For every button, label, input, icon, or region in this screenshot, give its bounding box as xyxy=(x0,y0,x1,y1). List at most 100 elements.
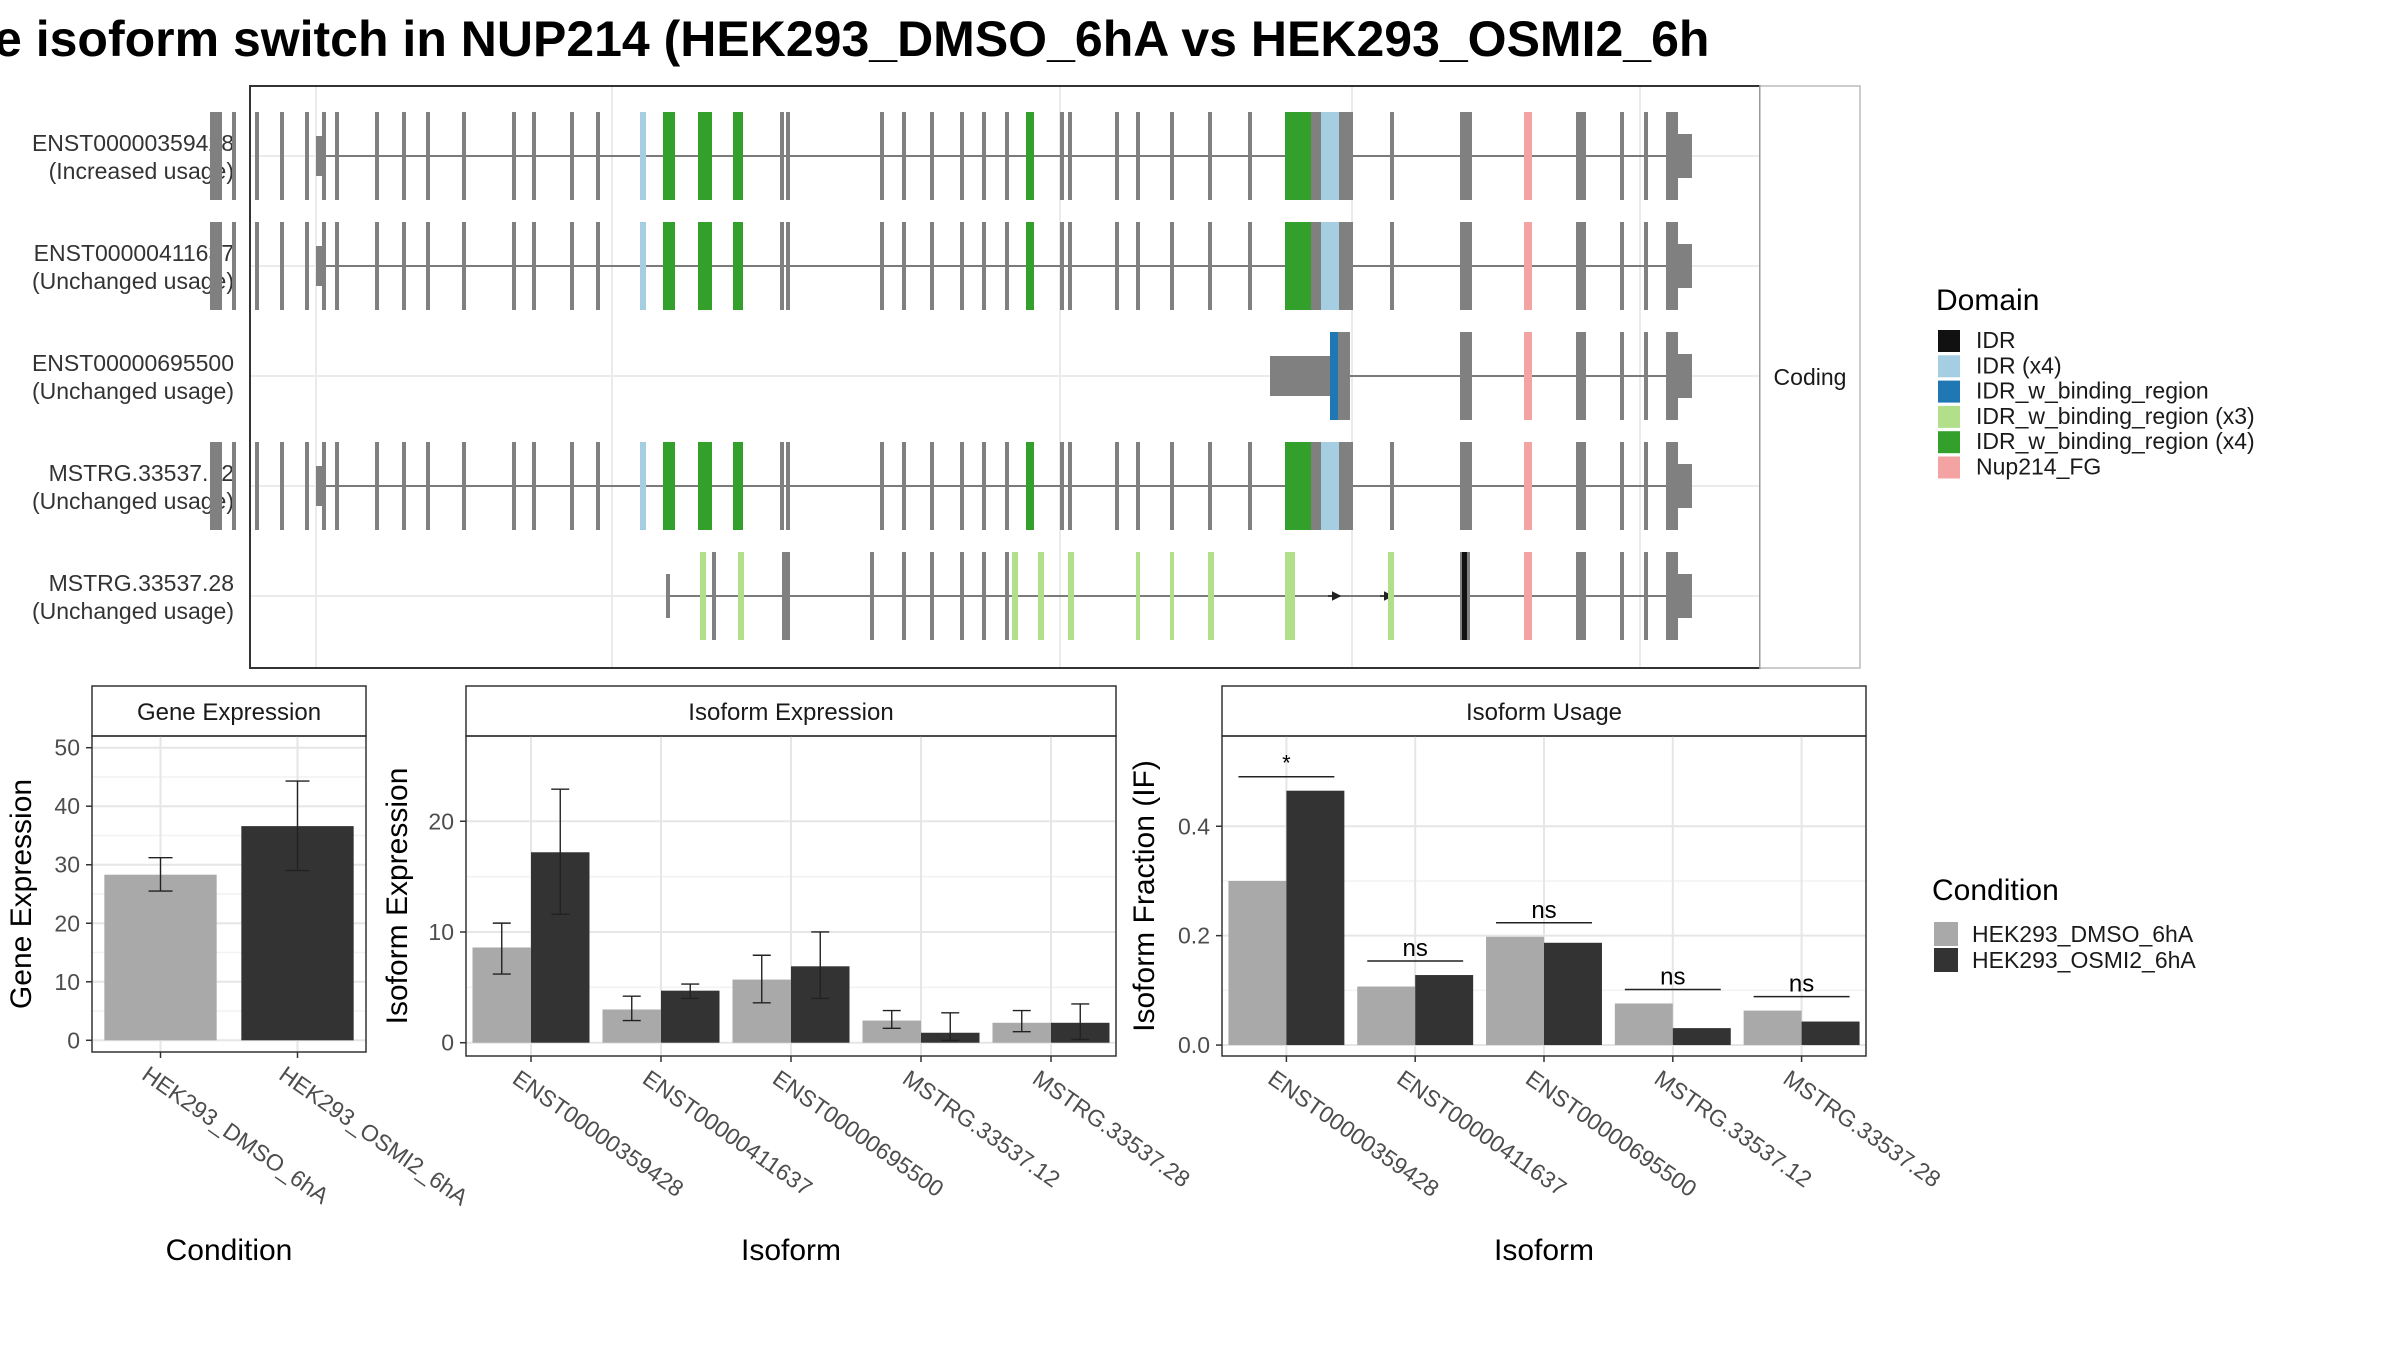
exon xyxy=(1208,112,1212,200)
exon-domain xyxy=(1170,552,1174,640)
exon xyxy=(322,442,326,530)
exon xyxy=(305,112,309,200)
exon-domain xyxy=(1026,442,1034,530)
y-axis-title: Isoform Fraction (IF) xyxy=(1128,760,1161,1032)
exon xyxy=(786,552,790,640)
exon xyxy=(1068,222,1072,310)
exon-domain xyxy=(698,442,712,530)
exon xyxy=(402,442,406,530)
bar xyxy=(1415,975,1474,1046)
exon xyxy=(255,112,259,200)
exon xyxy=(570,112,574,200)
legend-key xyxy=(1938,431,1960,454)
exon xyxy=(1390,442,1394,530)
exon xyxy=(232,112,236,200)
legend-label: HEK293_OSMI2_6hA xyxy=(1972,947,2196,973)
exon xyxy=(596,222,600,310)
exon xyxy=(322,112,326,200)
exon xyxy=(402,222,406,310)
exon xyxy=(1068,442,1072,530)
bar xyxy=(1228,880,1287,1046)
exon xyxy=(1170,222,1174,310)
exon xyxy=(982,222,986,310)
exon-domain xyxy=(640,112,646,200)
exon xyxy=(982,442,986,530)
exon xyxy=(780,442,784,530)
isoform-id-label: ENST00000411637 xyxy=(34,240,234,266)
exon-domain xyxy=(1330,332,1338,420)
bar xyxy=(1672,1028,1731,1046)
exon-domain xyxy=(1524,552,1532,640)
exon-domain xyxy=(1321,222,1339,310)
exon-domain xyxy=(1285,442,1311,530)
exon-domain xyxy=(640,442,646,530)
exon xyxy=(1620,332,1624,420)
isoform-usage-chart: Isoform Usage0.00.20.4*ENST00000359428ns… xyxy=(1128,685,1945,1267)
exon xyxy=(532,442,536,530)
isoform-usage-label: (Unchanged usage) xyxy=(32,598,234,624)
domain-legend-title: Domain xyxy=(1936,284,2039,317)
exon xyxy=(930,112,934,200)
exon xyxy=(1248,222,1252,310)
legend-label: IDR xyxy=(1976,327,2016,353)
exon xyxy=(1644,112,1648,200)
exon xyxy=(305,222,309,310)
legend-label: HEK293_DMSO_6hA xyxy=(1972,921,2194,947)
exon xyxy=(462,112,466,200)
exon xyxy=(1248,442,1252,530)
exon-domain xyxy=(1026,112,1034,200)
y-tick-label: 0 xyxy=(441,1030,454,1056)
significance-label: ns xyxy=(1789,971,1814,998)
structure-facet-label: Coding xyxy=(1774,364,1847,390)
legend-label: IDR_w_binding_region (x3) xyxy=(1976,403,2255,429)
exon xyxy=(902,112,906,200)
exon-domain xyxy=(698,112,712,200)
legend-key xyxy=(1938,456,1960,479)
isoform-id-label: ENST00000695500 xyxy=(32,350,234,376)
condition-legend-title: Condition xyxy=(1932,874,2059,907)
legend-label: Nup214_FG xyxy=(1976,454,2101,480)
exon xyxy=(1311,222,1321,310)
exon-domain xyxy=(700,552,706,640)
y-tick-label: 0.2 xyxy=(1178,923,1210,949)
exon xyxy=(1576,442,1586,530)
exon xyxy=(1248,112,1252,200)
exon xyxy=(786,112,790,200)
exon xyxy=(322,222,326,310)
exon xyxy=(335,112,339,200)
exon xyxy=(902,552,906,640)
exon xyxy=(1060,222,1064,310)
exon-domain xyxy=(663,222,675,310)
isoform-usage-label: (Unchanged usage) xyxy=(32,488,234,514)
exon xyxy=(782,552,786,640)
exon-domain xyxy=(663,442,675,530)
bar xyxy=(862,1020,921,1043)
exon xyxy=(930,442,934,530)
exon xyxy=(335,222,339,310)
exon xyxy=(1115,222,1119,310)
exon xyxy=(870,552,874,640)
exon xyxy=(786,442,790,530)
x-axis-title: Isoform xyxy=(1494,1234,1594,1267)
isoform-usage-label: (Unchanged usage) xyxy=(32,378,234,404)
bar xyxy=(1357,986,1416,1046)
bar xyxy=(1614,1003,1673,1046)
exon xyxy=(930,222,934,310)
bar xyxy=(104,874,217,1041)
exon xyxy=(786,222,790,310)
exon xyxy=(426,222,430,310)
exon xyxy=(596,442,600,530)
exon xyxy=(1115,112,1119,200)
exon xyxy=(1136,442,1140,530)
exon xyxy=(982,112,986,200)
exon-domain xyxy=(698,222,712,310)
bar xyxy=(1544,942,1602,1046)
exon-domain xyxy=(733,222,743,310)
facet-strip xyxy=(1221,685,1867,737)
exon xyxy=(1460,442,1472,530)
legend-key xyxy=(1934,948,1958,972)
exon xyxy=(426,442,430,530)
exon xyxy=(210,442,222,530)
y-tick-label: 0 xyxy=(67,1027,80,1053)
isoform-structure-panel: Coding ENST00000359428(Increased usage) EN… xyxy=(32,85,1861,669)
